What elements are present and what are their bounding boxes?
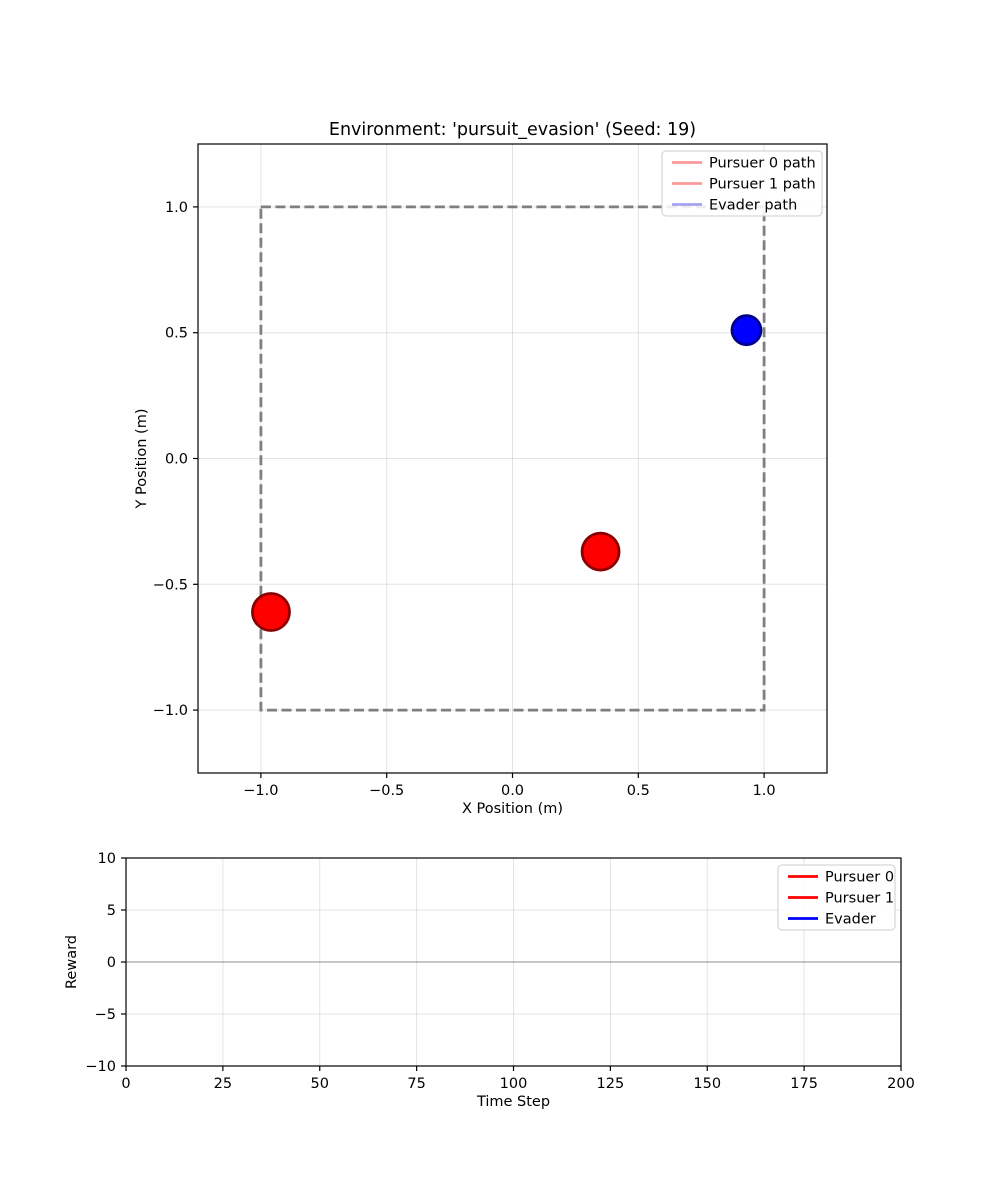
- arena-boundary: [259, 205, 766, 712]
- y-tick-label: −0.5: [153, 577, 188, 593]
- x-tick-label: −1.0: [243, 783, 278, 799]
- legend-label: Pursuer 0: [825, 870, 894, 886]
- y-tick-label: −1.0: [153, 703, 188, 719]
- x-tick-label: 0.0: [501, 783, 524, 799]
- y-tick-label: 10: [98, 851, 116, 867]
- y-tick-label: 0: [107, 955, 116, 971]
- environment-xaxis-label: X Position (m): [462, 801, 563, 817]
- y-tick-label: 5: [107, 903, 116, 919]
- pursuer-0-marker: [251, 592, 291, 632]
- x-tick-label: 125: [597, 1076, 625, 1092]
- legend-box: [777, 864, 896, 931]
- x-tick-label: 200: [887, 1076, 915, 1092]
- x-tick-label: 75: [407, 1076, 425, 1092]
- x-tick-label: 50: [311, 1076, 329, 1092]
- legend-label: Evader path: [709, 198, 797, 214]
- x-tick-label: 150: [693, 1076, 721, 1092]
- reward-xaxis-label: Time Step: [476, 1094, 550, 1110]
- x-tick-label: 25: [214, 1076, 232, 1092]
- legend-box: [661, 150, 823, 217]
- environment-yaxis-label: Y Position (m): [134, 409, 150, 510]
- environment-plot: −1.0 −0.5 0.0 0.5 1.0 1.0 0.5 0.0 −0.5 −1.0 Pursue…: [153, 143, 828, 799]
- x-tick-label: 1.0: [753, 783, 776, 799]
- x-tick-label: −0.5: [369, 783, 404, 799]
- y-tick-label: −5: [95, 1007, 116, 1023]
- y-tick-label: 0.5: [165, 326, 188, 342]
- x-tick-label: 175: [790, 1076, 818, 1092]
- x-tick-label: 0: [121, 1076, 130, 1092]
- environment-plot-title: Environment: 'pursuit_evasion' (Seed: 19…: [329, 120, 696, 140]
- x-tick-label: 0.5: [627, 783, 650, 799]
- legend-label: Pursuer 0 path: [709, 156, 816, 172]
- y-tick-label: 0.0: [165, 452, 188, 468]
- legend-label: Pursuer 1 path: [709, 177, 816, 193]
- reward-yaxis-label: Reward: [64, 935, 80, 989]
- evader-marker: [730, 314, 763, 347]
- x-tick-label: 100: [500, 1076, 528, 1092]
- legend-label: Evader: [825, 912, 876, 928]
- pursuer-1-marker: [580, 531, 621, 572]
- y-tick-label: −10: [85, 1059, 116, 1075]
- y-tick-label: 1.0: [165, 200, 188, 216]
- legend-label: Pursuer 1: [825, 891, 894, 907]
